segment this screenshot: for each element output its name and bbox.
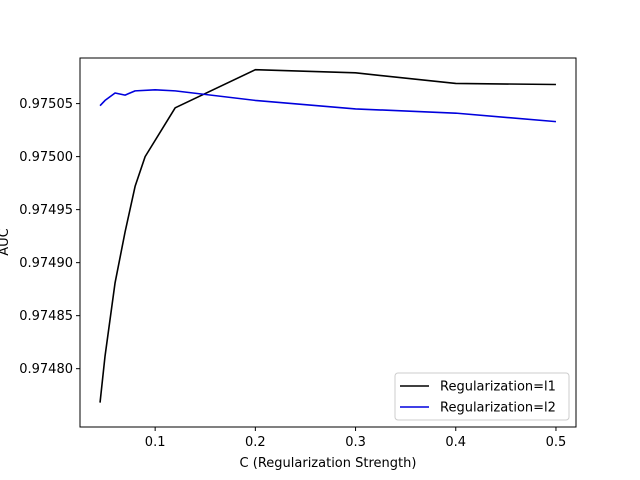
plot-frame [79,57,577,428]
y-axis-label: AUC [0,228,12,256]
plot-area [80,58,576,427]
x-tick-label: 0.5 [546,435,567,450]
legend-label-2: Regularization=l2 [440,401,556,416]
y-tick-label: 0.97495 [19,203,73,218]
x-axis-label: C (Regularization Strength) [240,456,417,471]
series-line-1 [99,68,556,403]
series-layer [99,68,557,403]
y-axis-ticks: 0.97480 0.97485 0.97490 0.97495 0.97500 0.975… [19,97,80,377]
x-tick-label: 0.4 [445,435,466,450]
y-tick-label: 0.97505 [19,97,73,112]
series-line-2 [99,89,557,123]
y-tick-label: 0.97480 [19,362,73,377]
legend-box [394,372,570,421]
x-tick-label: 0.1 [145,435,166,450]
x-tick-label: 0.2 [245,435,266,450]
legend-label-1: Regularization=l1 [440,380,556,395]
x-tick-label: 0.3 [345,435,366,450]
y-tick-label: 0.97500 [19,150,73,165]
y-tick-label: 0.97485 [19,309,73,324]
y-tick-label: 0.97490 [19,256,73,271]
legend: Regularization=l1 Regularization=l2 [394,372,570,421]
x-axis-ticks: 0.1 0.2 0.3 0.4 0.5 [145,427,566,450]
